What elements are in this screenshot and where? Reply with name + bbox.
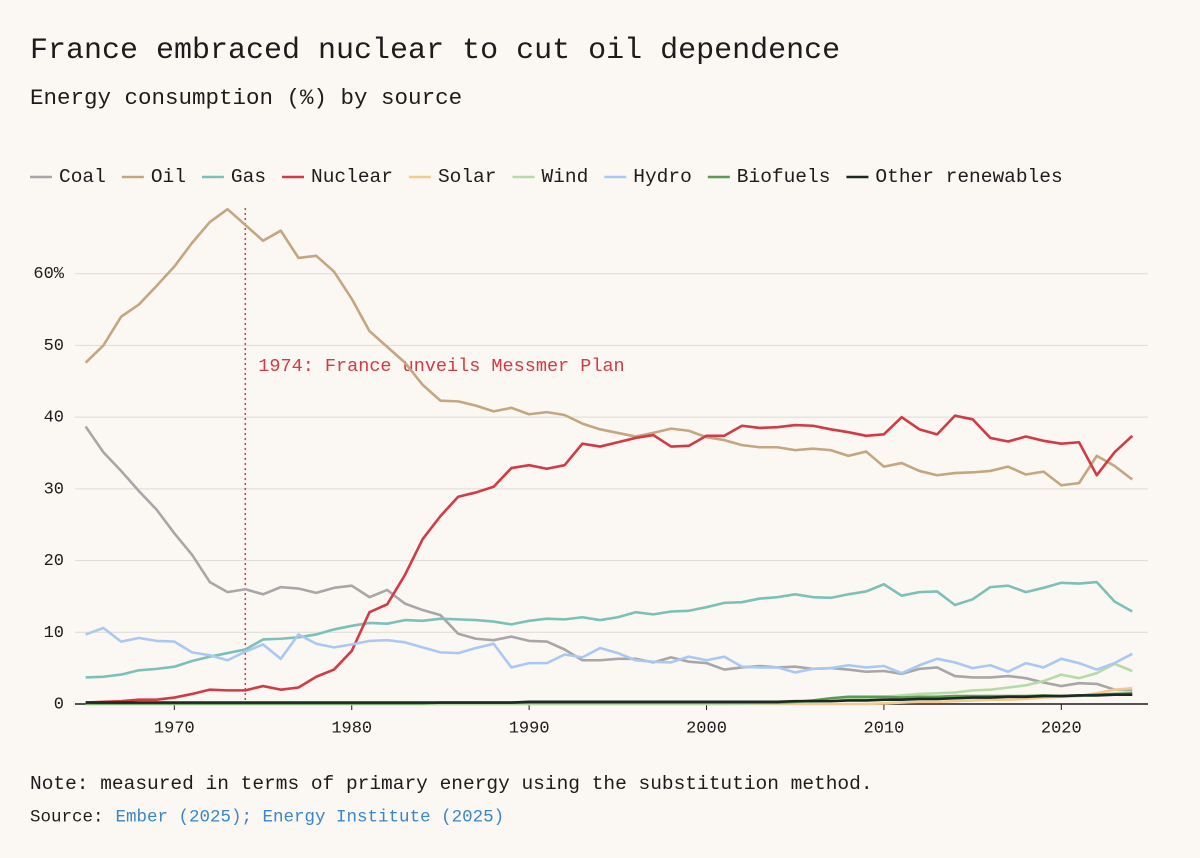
legend-label: Biofuels <box>737 166 831 188</box>
legend-label: Solar <box>438 166 497 188</box>
y-tick-label: 30 <box>44 480 64 499</box>
legend-label: Oil <box>151 166 186 188</box>
legend: Coal Oil Gas Nuclear Solar Wind Hydro Biofuels O… <box>30 166 1063 188</box>
y-tick-label: 20 <box>44 552 64 571</box>
x-tick-label: 2000 <box>686 719 727 738</box>
y-tick-label: 60% <box>33 265 64 284</box>
series-line <box>85 580 1133 679</box>
annotation-text: 1974: France unveils Messmer Plan <box>258 356 624 377</box>
x-tick-label: 2020 <box>1041 719 1082 738</box>
y-tick-label: 40 <box>44 409 64 428</box>
y-tick-label: 50 <box>44 337 64 356</box>
y-tick-label: 10 <box>44 624 64 643</box>
series-line <box>85 693 1133 704</box>
chart-title: France embraced nuclear to cut oil depen… <box>30 34 840 68</box>
series-line <box>84 425 1133 692</box>
legend-label: Gas <box>231 166 266 188</box>
legend-label: Other renewables <box>875 166 1062 188</box>
y-tick-label: 0 <box>54 695 64 714</box>
legend-label: Coal <box>59 166 106 188</box>
source-text[interactable]: Ember (2025); Energy Institute (2025) <box>116 808 505 828</box>
chart-subtitle: Energy consumption (%) by source <box>30 85 462 111</box>
source-link[interactable]: Ember (2025); Energy Institute (2025) <box>116 808 505 828</box>
series-line <box>84 207 1134 487</box>
x-tick-label: 1990 <box>509 719 550 738</box>
legend-label: Nuclear <box>311 166 393 188</box>
x-tick-label: 1980 <box>331 719 372 738</box>
series-line <box>85 626 1133 675</box>
source-label: Source: <box>30 808 104 828</box>
series-line <box>85 414 1134 704</box>
plot-area: 0 10 20 30 40 50 60% 1970 1980 1990 2000 2010 2020 19… <box>33 207 1148 738</box>
legend-label: Hydro <box>633 166 692 188</box>
x-tick-label: 2010 <box>864 719 905 738</box>
legend-label: Wind <box>541 166 588 188</box>
x-tick-label: 1970 <box>154 719 195 738</box>
note: Note: measured in terms of primary energ… <box>30 773 873 795</box>
